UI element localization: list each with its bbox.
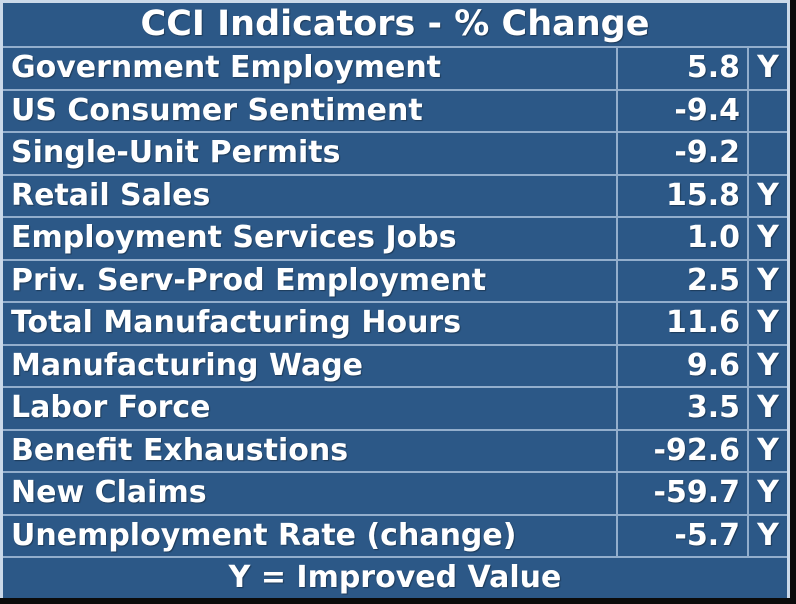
table-row: Government Employment 5.8 Y — [3, 48, 787, 91]
indicator-value: -92.6 — [616, 430, 747, 471]
indicator-improved-flag: Y — [747, 473, 787, 514]
indicator-value: -5.7 — [616, 515, 747, 556]
table-row: Employment Services Jobs 1.0 Y — [3, 218, 787, 261]
table-row: Priv. Serv-Prod Employment 2.5 Y — [3, 260, 787, 303]
indicator-label: Priv. Serv-Prod Employment — [11, 262, 487, 298]
indicator-label: Total Manufacturing Hours — [11, 305, 462, 341]
indicator-value: 9.6 — [616, 345, 747, 386]
indicator-improved-flag: Y — [747, 175, 787, 216]
table-row: Total Manufacturing Hours 11.6 Y — [3, 303, 787, 346]
indicator-label: Single-Unit Permits — [11, 135, 341, 171]
indicator-label: Government Employment — [11, 50, 442, 86]
table-row: Manufacturing Wage 9.6 Y — [3, 345, 787, 388]
indicator-label: Unemployment Rate (change) — [11, 517, 517, 553]
indicator-label: New Claims — [11, 475, 207, 511]
indicator-value: 5.8 — [616, 48, 747, 89]
indicator-label: Retail Sales — [11, 177, 211, 213]
table-body: Government Employment 5.8 Y US Consumer … — [3, 48, 787, 558]
indicator-improved-flag: Y — [747, 345, 787, 386]
indicator-improved-flag: Y — [747, 48, 787, 89]
indicator-label: Benefit Exhaustions — [11, 432, 349, 468]
table-row: Single-Unit Permits -9.2 — [3, 133, 787, 176]
indicator-improved-flag: Y — [747, 515, 787, 556]
table-row: Benefit Exhaustions -92.6 Y — [3, 430, 787, 473]
table-row: Labor Force 3.5 Y — [3, 388, 787, 431]
indicator-improved-flag — [747, 90, 787, 131]
indicator-improved-flag: Y — [747, 430, 787, 471]
indicator-value: 11.6 — [616, 303, 747, 344]
indicator-label: US Consumer Sentiment — [11, 92, 423, 128]
indicator-improved-flag: Y — [747, 303, 787, 344]
indicator-label: Employment Services Jobs — [11, 220, 457, 256]
table-footnote: Y = Improved Value — [228, 560, 562, 595]
table-row: New Claims -59.7 Y — [3, 473, 787, 516]
indicator-value: -9.4 — [616, 90, 747, 131]
indicator-improved-flag: Y — [747, 388, 787, 429]
indicator-value: 15.8 — [616, 175, 747, 216]
indicator-label: Labor Force — [11, 390, 211, 426]
indicator-label: Manufacturing Wage — [11, 347, 364, 383]
indicator-value: 1.0 — [616, 218, 747, 259]
table-row: US Consumer Sentiment -9.4 — [3, 90, 787, 133]
indicator-value: 3.5 — [616, 388, 747, 429]
indicator-improved-flag: Y — [747, 218, 787, 259]
table-row: Unemployment Rate (change) -5.7 Y — [3, 515, 787, 558]
indicator-improved-flag — [747, 133, 787, 174]
table-title: CCI Indicators - % Change — [3, 3, 787, 48]
table-row: Retail Sales 15.8 Y — [3, 175, 787, 218]
indicator-value: -59.7 — [616, 473, 747, 514]
indicator-improved-flag: Y — [747, 260, 787, 301]
indicator-value: -9.2 — [616, 133, 747, 174]
indicator-value: 2.5 — [616, 260, 747, 301]
